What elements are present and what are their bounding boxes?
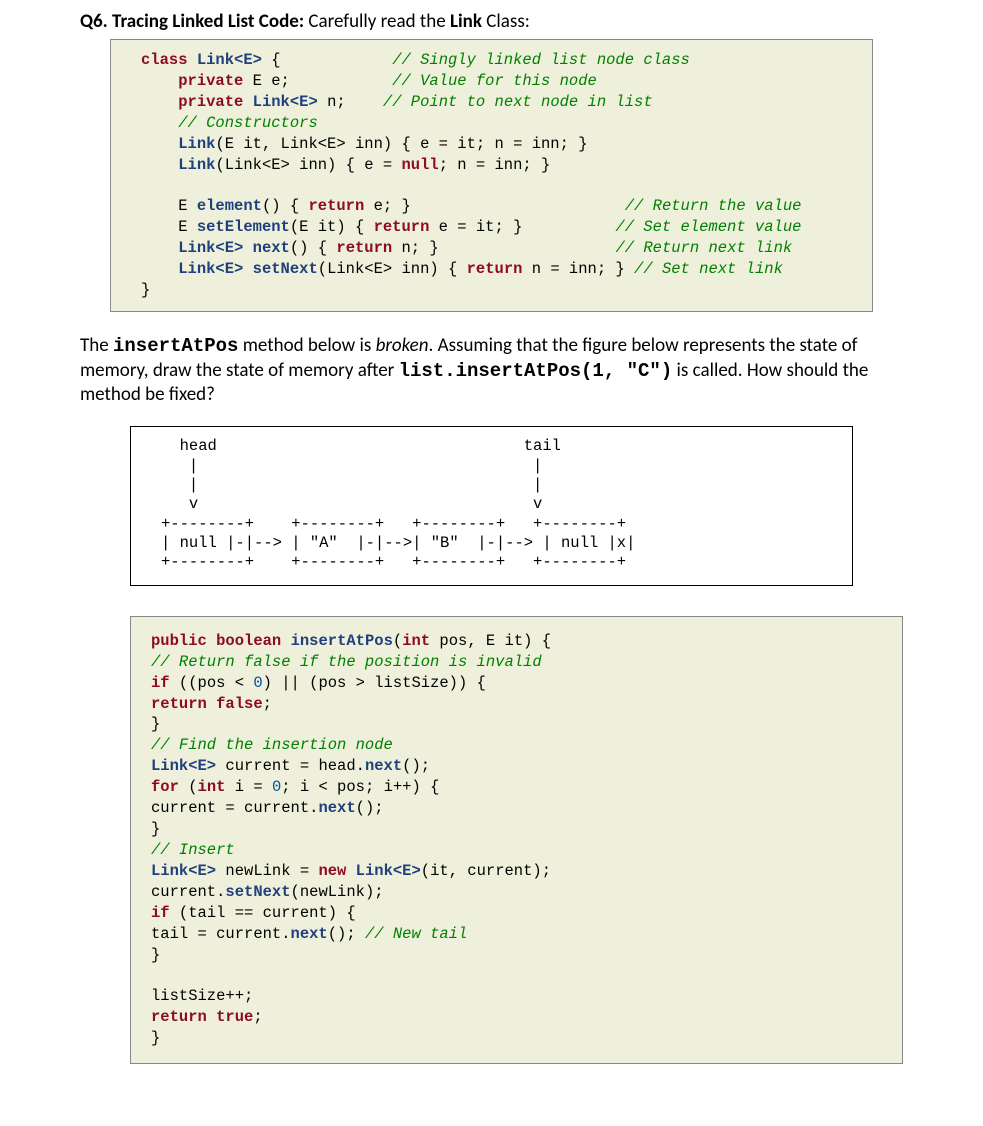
question-title: Q6. Tracing Linked List Code: Carefully …: [80, 10, 903, 33]
method-name: insertAtPos: [113, 335, 238, 357]
question-instruction-suffix: Class:: [482, 10, 530, 33]
call-expression: list.insertAtPos(1, "C"): [399, 360, 673, 382]
question-body: The insertAtPos method below is broken. …: [80, 334, 903, 408]
question-instruction-bold: Link: [450, 10, 482, 33]
link-class-code: class Link<E> { // Singly linked list no…: [110, 39, 873, 312]
question-label: Q6. Tracing Linked List Code:: [80, 10, 304, 33]
memory-diagram: head tail | | | | v v +--------+ +------…: [130, 426, 853, 586]
question-instruction-prefix: Carefully read the: [304, 10, 450, 33]
insert-at-pos-code: public boolean insertAtPos(int pos, E it…: [130, 616, 903, 1064]
